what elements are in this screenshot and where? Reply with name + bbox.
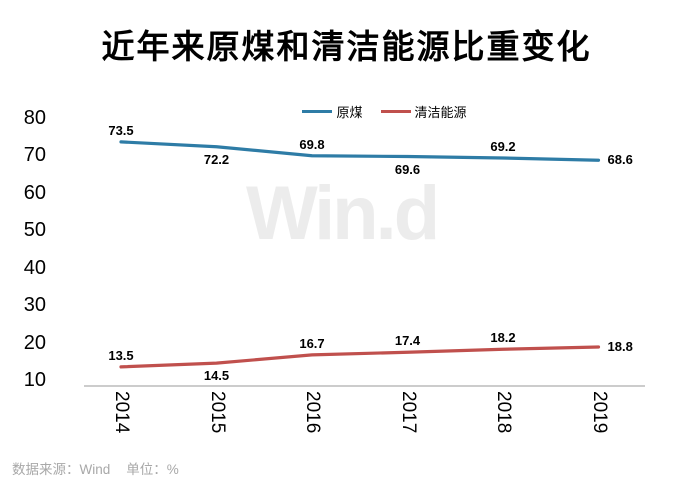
data-label: 14.5 — [203, 368, 230, 384]
data-label: 16.7 — [299, 335, 325, 351]
legend-label: 原煤 — [336, 105, 363, 120]
source-note: 数据来源：Wind — [12, 462, 111, 477]
data-label: 18.2 — [490, 330, 516, 346]
legend-item-0: 原煤 — [302, 102, 363, 121]
y-axis-label: 60 — [23, 181, 46, 204]
data-label: 69.6 — [394, 161, 421, 177]
chart-legend: 原煤 清洁能源 — [38, 102, 693, 121]
data-label: 73.5 — [108, 122, 134, 138]
footer-note: 数据来源：Wind 单位：% — [12, 458, 179, 478]
legend-label: 清洁能源 — [414, 105, 467, 120]
data-label: 72.2 — [203, 151, 230, 167]
x-axis-label: 2016 — [302, 391, 323, 434]
y-axis-label: 40 — [23, 256, 46, 279]
series-line-0 — [119, 140, 601, 162]
data-label: 69.8 — [299, 136, 325, 152]
y-axis-label: 80 — [23, 106, 46, 129]
x-axis-label: 2015 — [206, 391, 228, 434]
x-axis-label: 2014 — [111, 391, 132, 434]
unit-note: 单位：% — [126, 462, 179, 477]
data-label: 13.5 — [108, 347, 134, 363]
y-axis-label: 50 — [23, 219, 46, 241]
data-label: 68.6 — [607, 152, 633, 168]
series-line-1 — [119, 345, 601, 369]
chart-title: 近年来原煤和清洁能源比重变化 — [101, 28, 592, 65]
x-axis-label: 2018 — [493, 391, 514, 434]
y-axis-label: 70 — [23, 144, 46, 166]
x-axis-label: 2019 — [588, 391, 610, 434]
wind-watermark: Win.d — [246, 171, 440, 256]
legend-swatch — [302, 110, 333, 113]
y-axis-label: 10 — [23, 369, 46, 391]
x-axis-label: 2017 — [397, 391, 419, 434]
data-label: 18.8 — [607, 339, 633, 354]
data-label: 17.4 — [394, 333, 421, 349]
y-axis-label: 20 — [23, 331, 46, 354]
legend-item-1: 清洁能源 — [380, 102, 467, 121]
data-label: 69.2 — [490, 139, 516, 154]
y-axis-label: 30 — [23, 294, 46, 316]
legend-swatch — [380, 110, 411, 113]
